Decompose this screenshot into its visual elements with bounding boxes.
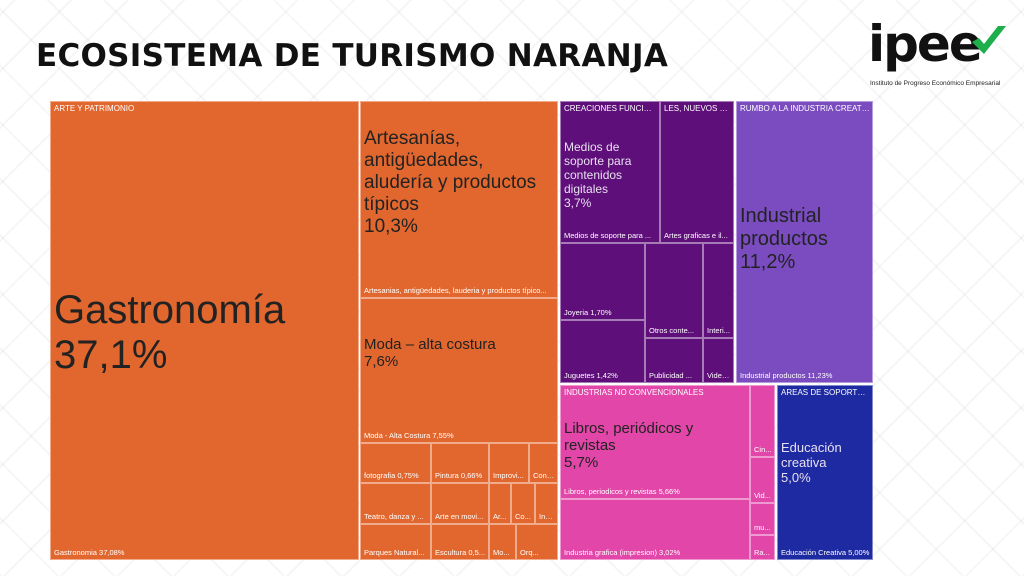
treemap-tile-co[interactable]: Co... — [511, 483, 535, 524]
callout-value: 5,0% — [781, 470, 811, 485]
tile-label: Cin... — [754, 445, 772, 454]
treemap-tile-mo[interactable]: Mo... — [489, 524, 516, 560]
treemap-tile-joyeria-1-70[interactable]: Joyeria 1,70% — [560, 243, 645, 320]
logo-subtitle: Instituto de Progreso Económico Empresar… — [870, 80, 1001, 87]
treemap-tile-ar[interactable]: Ar... — [489, 483, 511, 524]
group-header: RUMBO A LA INDUSTRIA CREATIVA — [740, 104, 870, 113]
treemap-tile-vid[interactable]: Vid... — [750, 457, 775, 503]
tile-label: Ar... — [493, 512, 507, 521]
treemap-tile-otros-conte[interactable]: Otros conte... — [645, 243, 703, 338]
group-header: ARTE Y PATRIMONIO — [54, 104, 135, 113]
tile-label: Industrial productos 11,23% — [740, 371, 833, 380]
group-header: INDUSTRIAS NO CONVENCIONALES — [564, 388, 704, 397]
callout-artesanias-antiguedades-aluderia-y-productos-tipicos: Artesanías, antigüedades, aludería y pro… — [364, 128, 554, 238]
treemap-tile-moda-alta-costura-7-55[interactable]: Moda - Alta Costura 7,55% — [360, 298, 558, 443]
callout-value: 37,1% — [54, 333, 168, 377]
treemap-tile-improvi[interactable]: Improvi... — [489, 443, 529, 483]
treemap-tile-juguetes-1-42[interactable]: Juguetes 1,42% — [560, 320, 645, 383]
treemap-tile-artesanias-antiguedades-lauderia-y-productos-tipico[interactable]: Artesanias, antigüedades, lauderia y pro… — [360, 101, 558, 298]
group-header: LES, NUEVOS M... — [664, 104, 731, 113]
tile-label: Interi... — [707, 326, 730, 335]
tile-label: mu... — [754, 523, 771, 532]
tile-label: Joyeria 1,70% — [564, 308, 612, 317]
treemap-tile-gastronomia-37-08[interactable]: ARTE Y PATRIMONIO Gastronomia 37,08% — [50, 101, 359, 560]
tile-label: Co... — [515, 512, 531, 521]
callout-name: Artesanías, antigüedades, aludería y pro… — [364, 128, 537, 215]
ipee-logo: ipee Instituto de Progreso Económico Emp… — [868, 16, 1018, 96]
treemap-tile-arte-en-movi[interactable]: Arte en movi... — [431, 483, 489, 524]
group-header: AREAS DE SOPORTE PA... — [781, 388, 870, 397]
callout-name: Educación creativa — [781, 440, 842, 470]
callout-value: 3,7% — [564, 196, 592, 210]
logo-wordmark: ipee — [868, 15, 983, 73]
callout-name: Moda – alta costura — [364, 336, 496, 353]
treemap-tile-parques-natural[interactable]: Parques Natural... — [360, 524, 431, 560]
tile-label: Gastronomia 37,08% — [54, 548, 125, 557]
tile-label: Artesanias, antigüedades, lauderia y pro… — [364, 286, 547, 295]
tile-label: Moda - Alta Costura 7,55% — [364, 431, 454, 440]
treemap-tile-cin[interactable]: Cin... — [750, 385, 775, 457]
tile-label: Juguetes 1,42% — [564, 371, 618, 380]
tile-label: Conc... — [533, 471, 555, 480]
treemap-tile-industria-grafica-impresion-3-02[interactable]: Industria grafica (impresion) 3,02% — [560, 499, 750, 560]
treemap-tile-interi[interactable]: Interi... — [703, 243, 734, 338]
tile-label: Mo... — [493, 548, 510, 557]
tile-label: Otros conte... — [649, 326, 695, 335]
tile-label: Publicidad ... — [649, 371, 692, 380]
tile-label: Vid... — [754, 491, 771, 500]
callout-name: Gastronomía — [54, 288, 286, 332]
treemap-tile-ra[interactable]: Ra... — [750, 535, 775, 560]
tile-label: Teatro, danza y ... — [364, 512, 424, 521]
group-header: CREACIONES FUNCIONA... — [564, 104, 657, 113]
callout-medios-de-soporte-para-contenidos-digitales: Medios de soporte para contenidos digita… — [564, 140, 656, 210]
treemap-tile-teatro-danza-y[interactable]: Teatro, danza y ... — [360, 483, 431, 524]
callout-moda-alta-costura: Moda – alta costura 7,6% — [364, 336, 554, 370]
callout-name: Libros, periódicos y revistas — [564, 420, 694, 454]
tile-label: Artes graficas e il... — [664, 231, 728, 240]
callout-value: 5,7% — [564, 454, 599, 471]
tile-label: Libros, periodicos y revistas 5,66% — [564, 487, 680, 496]
tile-label: Arte en movi... — [435, 512, 484, 521]
callout-educacion-creativa: Educación creativa 5,0% — [781, 440, 869, 485]
tile-label: fotografia 0,75% — [364, 471, 419, 480]
treemap-tile-escultura-0-5[interactable]: Escultura 0,5... — [431, 524, 489, 560]
callout-value: 10,3% — [364, 216, 418, 237]
callout-value: 7,6% — [364, 353, 399, 370]
tile-label: Video ... — [707, 371, 731, 380]
treemap-tile-educacion-creativa-5-00[interactable]: AREAS DE SOPORTE PA... Educación Creativa… — [777, 385, 873, 560]
tile-label: Ins... — [539, 512, 555, 521]
callout-gastronomia: Gastronomía 37,1% — [54, 288, 355, 378]
treemap-tile-mu[interactable]: mu... — [750, 503, 775, 535]
tile-label: Improvi... — [493, 471, 524, 480]
treemap-tile-publicidad[interactable]: Publicidad ... — [645, 338, 703, 383]
treemap-tile-libros-periodicos-y-revistas-5-66[interactable]: INDUSTRIAS NO CONVENCIONALES Libros, peri… — [560, 385, 750, 499]
treemap-tile-orq[interactable]: Orq... — [516, 524, 558, 560]
tile-label: Pintura 0,66% — [435, 471, 483, 480]
treemap-tile-fotografia-0-75[interactable]: fotografia 0,75% — [360, 443, 431, 483]
tile-label: Industria grafica (impresion) 3,02% — [564, 548, 681, 557]
treemap-tile-conc[interactable]: Conc... — [529, 443, 558, 483]
treemap-tile-medios-de-soporte-para[interactable]: CREACIONES FUNCIONA... Medios de soporte … — [560, 101, 660, 243]
treemap-tile-artes-graficas-e-il[interactable]: LES, NUEVOS M... Artes graficas e il... — [660, 101, 734, 243]
callout-libros-periodicos-y-revistas: Libros, periódicos y revistas 5,7% — [564, 420, 746, 471]
tile-label: Educación Creativa 5,00% — [781, 548, 870, 557]
callout-name: Industrial productos — [740, 205, 828, 250]
treemap-tile-pintura-0-66[interactable]: Pintura 0,66% — [431, 443, 489, 483]
treemap-tile-video[interactable]: Video ... — [703, 338, 734, 383]
treemap-tile-industrial-productos-11-23[interactable]: RUMBO A LA INDUSTRIA CREATIVA Industrial … — [736, 101, 873, 383]
check-swoosh-icon — [972, 26, 1006, 54]
callout-value: 11,2% — [740, 251, 796, 273]
tile-label: Medios de soporte para ... — [564, 231, 652, 240]
tile-label: Orq... — [520, 548, 539, 557]
tile-label: Ra... — [754, 548, 770, 557]
tile-label: Escultura 0,5... — [435, 548, 486, 557]
callout-industrial-productos: Industrial productos 11,2% — [740, 205, 869, 274]
slide-title: ECOSISTEMA DE TURISMO NARANJA — [36, 38, 669, 74]
tile-label: Parques Natural... — [364, 548, 425, 557]
treemap-tile-ins[interactable]: Ins... — [535, 483, 558, 524]
callout-name: Medios de soporte para contenidos digita… — [564, 140, 632, 196]
